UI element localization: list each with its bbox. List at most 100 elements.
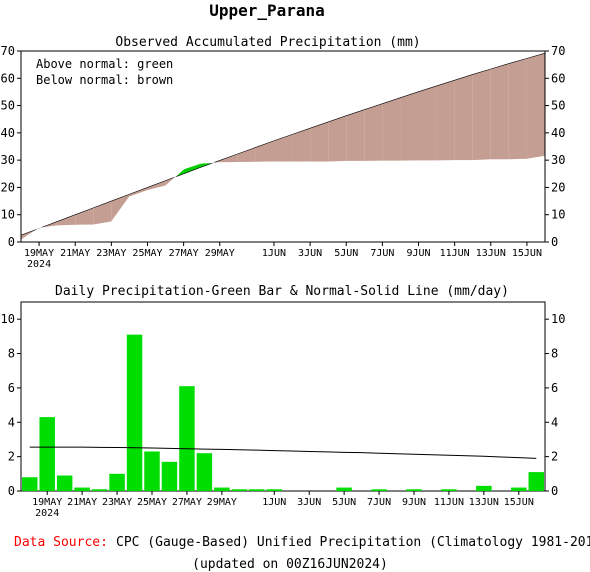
accum-above-normal-area xyxy=(183,163,202,174)
accum-below-normal-area xyxy=(490,63,509,160)
accum-xtick-label: 23MAY xyxy=(96,248,126,259)
accum-below-normal-area xyxy=(93,201,112,225)
accum-year-label: 2024 xyxy=(27,259,51,270)
accum-xtick-label: 29MAY xyxy=(205,248,235,259)
accum-below-normal-area xyxy=(328,115,347,162)
accum-ytick-label-left: 50 xyxy=(1,99,15,113)
daily-chart-title: Daily Precipitation-Green Bar & Normal-S… xyxy=(55,284,509,299)
accum-xtick-label: 27MAY xyxy=(169,248,199,259)
accum-ytick-label-right: 20 xyxy=(551,180,565,194)
daily-chart: 0 0 2 2 4 4 6 6 8 8 10 10 19MAY 21MAY 23MAY 25MAY 27MAY 2… xyxy=(1,301,565,519)
accum-ytick-label-left: 20 xyxy=(1,180,15,194)
accum-ytick-label-right: 50 xyxy=(551,99,565,113)
daily-precip-bar xyxy=(144,451,160,491)
accum-below-normal-area xyxy=(147,180,166,191)
daily-precip-bar xyxy=(56,475,73,491)
accum-below-normal-area xyxy=(400,91,419,161)
updated-timestamp: (updated on 00Z16JUN2024) xyxy=(192,557,388,572)
daily-ytick-label-left: 8 xyxy=(8,347,15,361)
daily-precip-bar xyxy=(109,473,125,491)
daily-ytick-label-right: 2 xyxy=(551,450,558,464)
accum-ytick-label-left: 10 xyxy=(1,208,15,222)
daily-xtick-label: 13JUN xyxy=(469,497,499,508)
accum-ytick-label-right: 30 xyxy=(551,153,565,167)
accum-below-normal-area xyxy=(526,53,545,160)
accum-xtick-label: 21MAY xyxy=(60,248,90,259)
accum-below-normal-area xyxy=(129,187,148,197)
accum-ytick-label-right: 60 xyxy=(551,71,565,85)
daily-xtick-label: 5JUN xyxy=(332,497,356,508)
legend-note-below: Below normal: brown xyxy=(36,73,173,87)
daily-ytick-label-right: 4 xyxy=(551,415,558,429)
accum-xtick-label: 13JUN xyxy=(476,248,506,259)
accum-below-normal-area xyxy=(472,69,491,161)
daily-precip-bar xyxy=(528,472,544,491)
accum-ytick-label-right: 0 xyxy=(551,235,558,249)
accum-xtick-label: 11JUN xyxy=(440,248,470,259)
accum-below-normal-area xyxy=(508,58,527,160)
daily-ytick-label-right: 8 xyxy=(551,347,558,361)
accum-below-normal-area xyxy=(219,153,238,163)
daily-ytick-label-right: 6 xyxy=(551,381,558,395)
daily-precip-bar xyxy=(249,489,265,491)
daily-precip-bar xyxy=(179,386,195,491)
accum-xtick-label: 5JUN xyxy=(334,248,358,259)
daily-ytick-label-right: 0 xyxy=(551,484,558,498)
accum-below-normal-area xyxy=(292,128,311,162)
daily-precip-bar xyxy=(231,489,248,491)
daily-precip-bar xyxy=(91,489,108,491)
data-source-label: Data Source: xyxy=(14,535,108,550)
accum-ytick-label-left: 40 xyxy=(1,126,15,140)
daily-xtick-label: 1JUN xyxy=(262,497,286,508)
daily-plot-frame xyxy=(20,301,546,492)
accum-ytick-label-left: 0 xyxy=(8,235,15,249)
daily-xtick-label: 15JUN xyxy=(504,497,534,508)
daily-precip-bar xyxy=(266,489,282,491)
daily-precip-bar xyxy=(161,461,178,491)
legend-note-above: Above normal: green xyxy=(36,57,173,71)
accum-xtick-label: 15JUN xyxy=(512,248,542,259)
daily-xtick-label: 7JUN xyxy=(367,497,391,508)
daily-normal-line xyxy=(29,446,537,459)
daily-ytick-label-left: 0 xyxy=(8,484,15,498)
daily-xtick-label: 23MAY xyxy=(102,497,132,508)
accum-xtick-label: 1JUN xyxy=(262,248,286,259)
daily-xtick-label: 9JUN xyxy=(402,497,426,508)
daily-precip-bar xyxy=(441,489,457,491)
accum-below-normal-area xyxy=(255,140,274,163)
accum-below-normal-area xyxy=(75,207,94,226)
daily-xtick-label: 3JUN xyxy=(297,497,321,508)
accum-below-normal-area xyxy=(111,194,130,222)
daily-xtick-label: 21MAY xyxy=(67,497,97,508)
daily-xtick-label: 29MAY xyxy=(207,497,237,508)
daily-ytick-label-left: 4 xyxy=(8,415,15,429)
accum-xtick-label: 9JUN xyxy=(406,248,430,259)
daily-precip-bar xyxy=(336,487,352,491)
daily-xtick-label: 27MAY xyxy=(172,497,202,508)
daily-precip-bar xyxy=(22,477,38,491)
accum-below-normal-area xyxy=(346,109,365,162)
daily-precip-bar xyxy=(511,487,527,491)
daily-ytick-label-left: 2 xyxy=(8,450,15,464)
accum-ytick-label-left: 30 xyxy=(1,153,15,167)
accum-observed-line xyxy=(20,155,546,241)
accum-ytick-label-right: 70 xyxy=(551,44,565,58)
daily-precip-bar xyxy=(406,489,422,491)
daily-precip-bar xyxy=(39,417,55,491)
accum-below-normal-area xyxy=(57,214,76,226)
accum-ytick-label-right: 40 xyxy=(551,126,565,140)
daily-precip-bar xyxy=(371,489,387,491)
daily-precip-bar xyxy=(126,334,143,491)
daily-xtick-label: 11JUN xyxy=(434,497,464,508)
accum-ytick-label-right: 10 xyxy=(551,208,565,222)
accum-below-normal-area xyxy=(418,85,437,161)
accum-xtick-label: 3JUN xyxy=(298,248,322,259)
daily-precip-bar xyxy=(476,485,492,491)
accum-below-normal-area xyxy=(273,134,293,162)
daily-precip-bar xyxy=(196,453,213,491)
accum-chart: 0 0 10 10 20 20 30 30 40 40 50 50 60 60 70 70 19MAY 21MAY… xyxy=(1,44,566,270)
data-source-text: CPC (Gauge-Based) Unified Precipitation … xyxy=(116,535,590,550)
accum-below-normal-area xyxy=(237,147,256,163)
accum-xtick-label: 25MAY xyxy=(132,248,162,259)
